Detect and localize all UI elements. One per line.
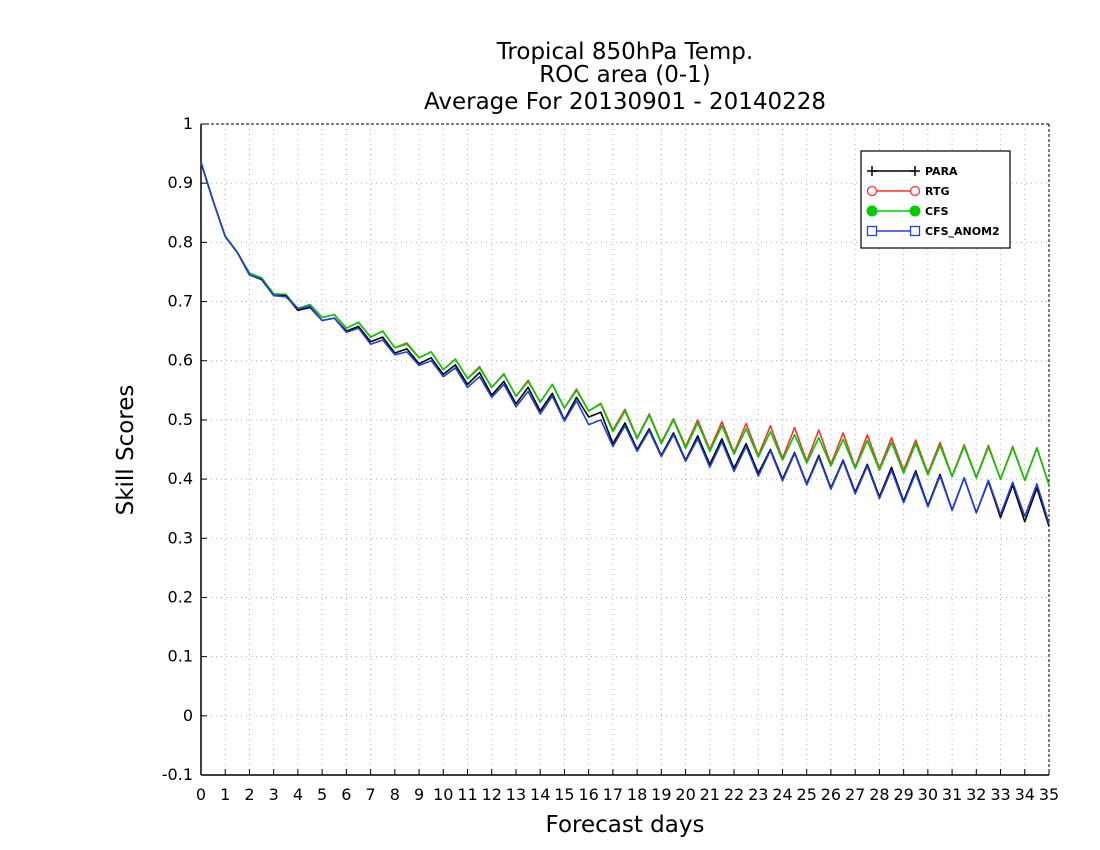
x-tick-label: 25 [797, 785, 817, 804]
x-tick-label: 1 [220, 785, 230, 804]
x-tick-label: 33 [990, 785, 1010, 804]
legend-marker-dot [909, 205, 921, 217]
chart-title-line-1: Tropical 850hPa Temp. [496, 39, 753, 65]
legend-label-rtg: RTG [925, 185, 950, 198]
x-tick-label: 28 [869, 785, 889, 804]
x-tick-label: 6 [341, 785, 351, 804]
x-tick-label: 17 [603, 785, 623, 804]
y-tick-label: 0.8 [168, 232, 193, 251]
plot-area [200, 162, 1050, 527]
y-tick-label: 0.4 [168, 469, 193, 488]
x-tick-label: 2 [244, 785, 254, 804]
x-tick-label: 5 [317, 785, 327, 804]
x-tick-label: 8 [390, 785, 400, 804]
x-tick-label: 3 [269, 785, 279, 804]
y-tick-label: 0 [183, 706, 193, 725]
x-tick-label: 31 [942, 785, 962, 804]
x-tick-label: 19 [651, 785, 671, 804]
legend-label-cfs: CFS [925, 205, 949, 218]
legend-label-cfs-anom2: CFS_ANOM2 [925, 225, 1000, 238]
x-axis-title: Forecast days [546, 812, 705, 838]
y-tick-label: 0.1 [168, 647, 193, 666]
y-tick-label: 1 [183, 114, 193, 133]
legend-label-para: PARA [925, 165, 958, 178]
x-tick-label: 4 [293, 785, 303, 804]
x-tick-label: 18 [627, 785, 647, 804]
series-line-cfs-anom2 [200, 162, 1050, 524]
x-tick-label: 22 [724, 785, 744, 804]
axes [200, 123, 1050, 776]
x-tick-label: 10 [433, 785, 453, 804]
y-axis-title: Skill Scores [113, 385, 139, 516]
x-tick-label: 24 [772, 785, 792, 804]
tick-labels: 0 1 2 3 4 5 6 7 8 9 10 11 12 13 14 15 16 17 18 19 20 21 22 23 24… [162, 114, 1059, 804]
chart-title-line-2: ROC area (0-1) [539, 62, 711, 88]
x-tick-label: 21 [700, 785, 720, 804]
x-tick-label: 27 [845, 785, 865, 804]
y-tick-label: -0.1 [162, 765, 193, 784]
x-tick-label: 15 [554, 785, 574, 804]
chart-title: Tropical 850hPa Temp. ROC area (0-1) Ave… [424, 39, 826, 115]
x-tick-label: 32 [966, 785, 986, 804]
x-tick-label: 26 [821, 785, 841, 804]
x-tick-label: 13 [506, 785, 526, 804]
x-tick-label: 14 [530, 785, 550, 804]
grid [201, 124, 1049, 775]
legend-marker-square [866, 225, 878, 237]
x-tick-label: 30 [918, 785, 938, 804]
x-tick-label: 7 [366, 785, 376, 804]
x-tick-label: 0 [196, 785, 206, 804]
chart-subtitle: Average For 20130901 - 20140228 [424, 89, 826, 115]
y-tick-label: 0.2 [168, 587, 193, 606]
x-tick-label: 23 [748, 785, 768, 804]
y-tick-label: 0.3 [168, 528, 193, 547]
x-tick-label: 29 [893, 785, 913, 804]
x-tick-label: 34 [1015, 785, 1035, 804]
x-tick-label: 11 [457, 785, 477, 804]
legend-marker-square [909, 225, 921, 237]
y-tick-label: 0.9 [168, 173, 193, 192]
legend: PARA RTG CFS CFS_ANOM2 [860, 150, 1011, 249]
series-line-cfs [200, 162, 1050, 486]
legend-marker-circle [866, 185, 878, 197]
y-tick-label: 0.5 [168, 410, 193, 429]
x-tick-label: 35 [1039, 785, 1059, 804]
x-tick-label: 12 [482, 785, 502, 804]
y-tick-label: 0.6 [168, 351, 193, 370]
legend-marker-dot [866, 205, 878, 217]
legend-marker-circle [909, 185, 921, 197]
x-tick-label: 20 [675, 785, 695, 804]
legend-box [860, 150, 1011, 249]
x-tick-label: 16 [578, 785, 598, 804]
y-tick-label: 0.7 [168, 292, 193, 311]
x-tick-label: 9 [414, 785, 424, 804]
